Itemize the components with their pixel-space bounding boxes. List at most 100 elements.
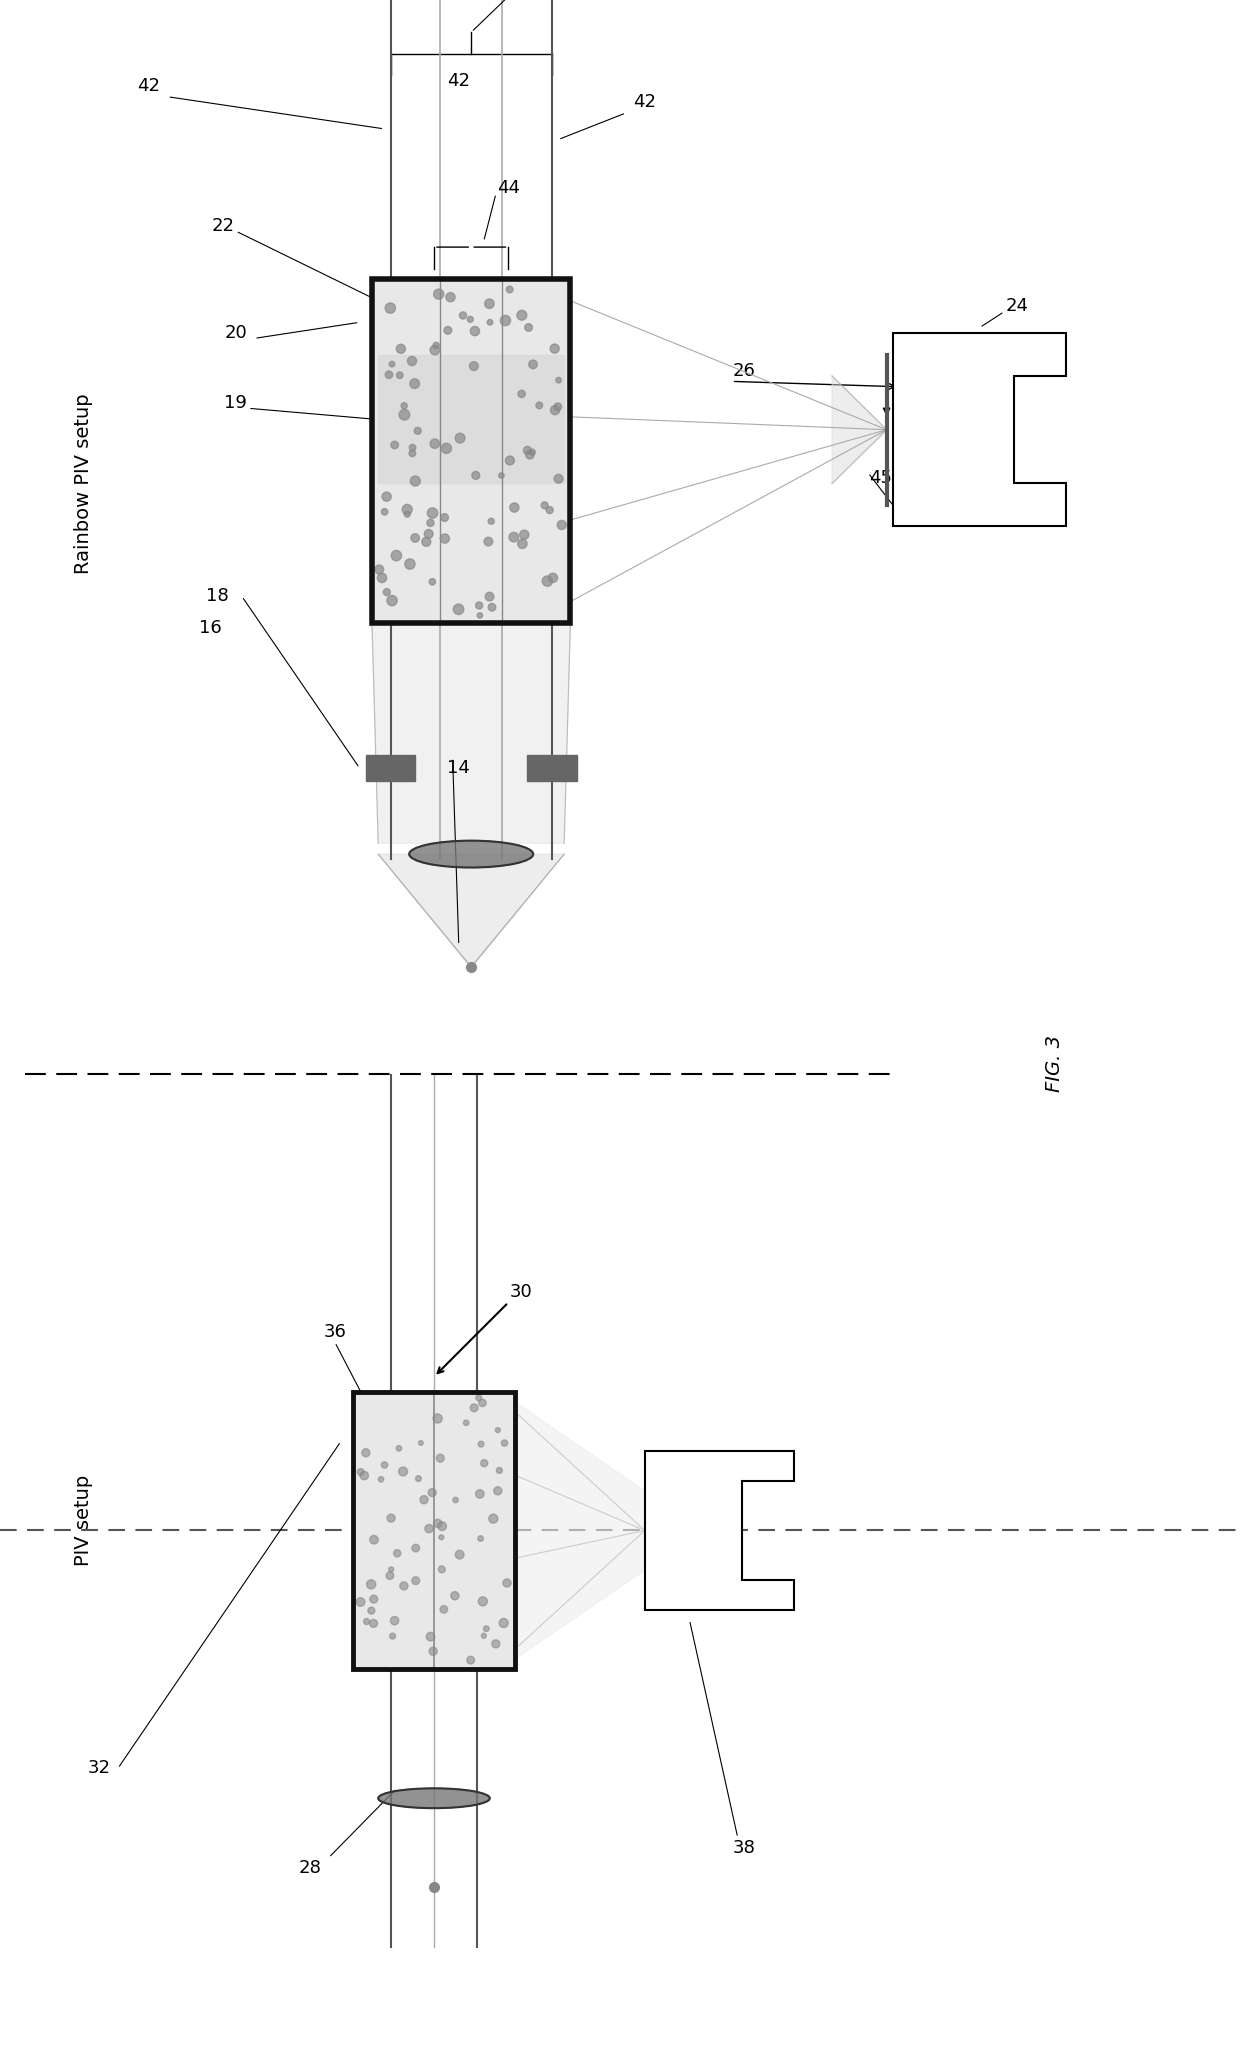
Point (548, 463, 568, 496)
Point (471, 1428, 491, 1461)
Point (427, 328, 446, 362)
Point (481, 504, 501, 537)
Point (408, 1463, 428, 1496)
Point (405, 1531, 425, 1564)
Point (453, 300, 472, 333)
Point (539, 494, 559, 527)
Point (404, 368, 424, 401)
Point (522, 436, 542, 469)
Point (401, 547, 420, 581)
Text: 42: 42 (138, 76, 160, 95)
Point (517, 434, 537, 467)
Text: 22: 22 (212, 217, 234, 236)
Point (466, 459, 486, 492)
Point (417, 525, 436, 558)
Point (410, 1426, 430, 1459)
Point (402, 345, 422, 378)
Point (474, 1446, 494, 1479)
Text: 45: 45 (869, 469, 892, 488)
Bar (372, 279, 570, 624)
Point (479, 525, 498, 558)
Point (491, 459, 511, 492)
Bar (372, 279, 570, 624)
Point (405, 1564, 425, 1597)
Polygon shape (893, 333, 1066, 527)
Point (393, 1454, 413, 1488)
Point (419, 1512, 439, 1545)
Point (480, 306, 500, 339)
Text: Rainbow PIV setup: Rainbow PIV setup (74, 393, 93, 574)
Point (450, 421, 470, 455)
Point (474, 1620, 494, 1653)
Point (432, 1521, 451, 1554)
Point (403, 432, 423, 465)
Point (355, 1459, 374, 1492)
Polygon shape (515, 1401, 645, 1659)
Point (374, 1448, 394, 1481)
Point (356, 1436, 376, 1469)
Text: 24: 24 (1006, 298, 1028, 316)
Point (397, 494, 417, 527)
Point (384, 428, 404, 461)
Text: 26: 26 (733, 362, 755, 380)
Point (432, 1554, 451, 1587)
Point (500, 444, 520, 477)
Point (548, 390, 568, 424)
Point (382, 585, 402, 618)
Point (357, 1605, 377, 1638)
Point (436, 432, 456, 465)
Point (428, 1506, 448, 1539)
Point (387, 539, 407, 572)
Point (381, 1502, 401, 1535)
Point (419, 516, 439, 550)
Point (371, 1463, 391, 1496)
Point (384, 1603, 404, 1636)
Point (379, 357, 399, 390)
Text: 28: 28 (299, 1859, 321, 1876)
Point (470, 599, 490, 632)
Point (449, 593, 469, 626)
Point (471, 1523, 491, 1556)
Point (476, 1611, 496, 1645)
Point (389, 1432, 409, 1465)
Point (520, 438, 539, 471)
Text: 14: 14 (448, 758, 470, 777)
Point (394, 399, 414, 432)
Point (505, 492, 525, 525)
Point (423, 496, 443, 529)
Text: 44: 44 (497, 180, 520, 196)
Point (430, 1442, 450, 1475)
Bar (366, 756, 415, 781)
Point (435, 500, 455, 533)
Text: 16: 16 (200, 620, 222, 638)
Point (365, 1523, 384, 1556)
Point (523, 347, 543, 380)
Point (363, 1583, 383, 1616)
Point (433, 1510, 453, 1543)
Point (469, 1382, 489, 1415)
Text: 36: 36 (324, 1322, 346, 1341)
Point (450, 1537, 470, 1570)
Text: 20: 20 (510, 469, 532, 488)
Text: 38: 38 (733, 1839, 755, 1857)
Point (361, 1568, 381, 1601)
Point (381, 1554, 401, 1587)
Point (460, 304, 480, 337)
Point (429, 277, 449, 310)
Point (464, 1390, 484, 1423)
Point (420, 506, 440, 539)
Point (472, 1386, 492, 1419)
Point (389, 359, 409, 393)
Point (486, 1628, 506, 1661)
Ellipse shape (409, 841, 533, 868)
Point (518, 312, 538, 345)
Point (445, 1578, 465, 1611)
Point (382, 347, 402, 380)
Point (487, 1475, 507, 1508)
Point (423, 1634, 443, 1667)
Polygon shape (832, 376, 888, 483)
Point (469, 589, 489, 622)
Point (379, 1560, 399, 1593)
Point (434, 1593, 454, 1626)
Point (503, 521, 523, 554)
